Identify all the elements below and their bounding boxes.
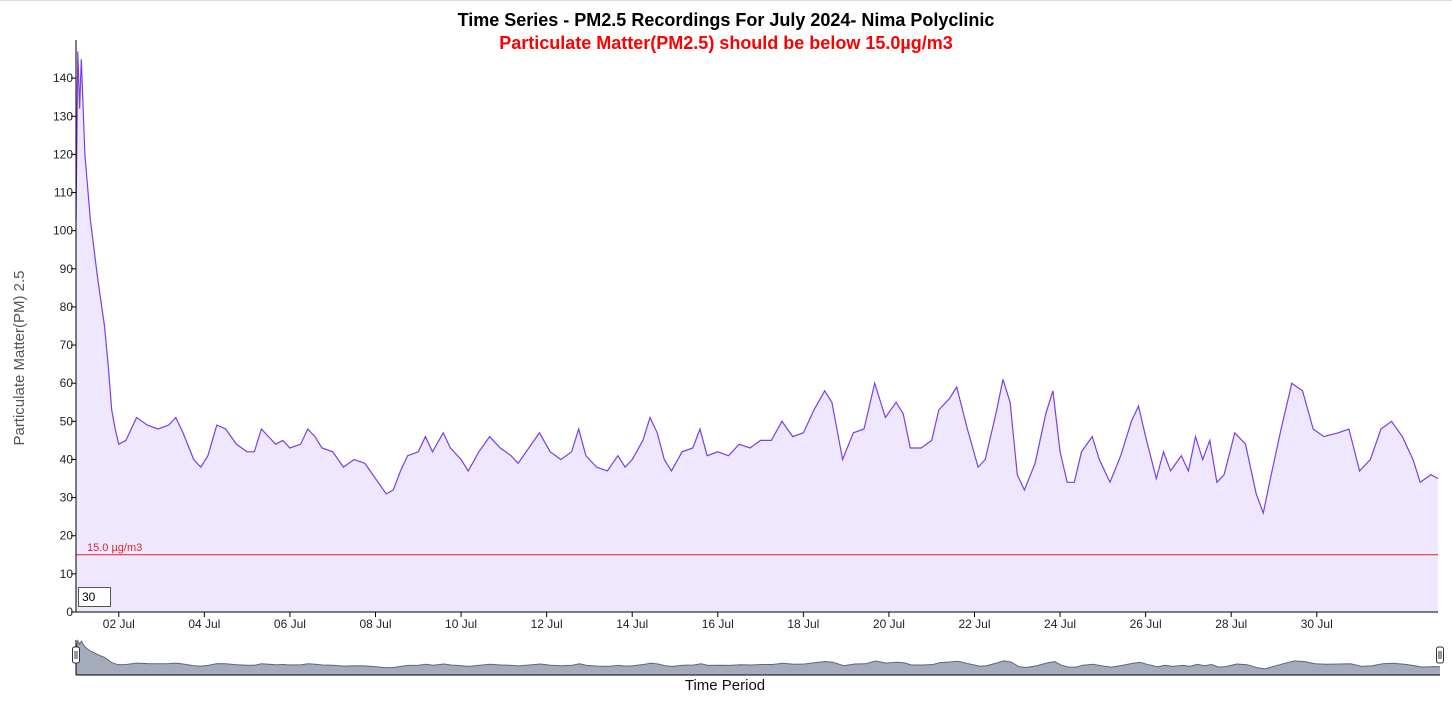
x-tick-label: 04 Jul — [188, 617, 220, 631]
x-tick-label: 26 Jul — [1130, 617, 1162, 631]
y-axis-label: Particulate Matter(PM) 2.5 — [11, 270, 28, 445]
y-tick-label: 0 — [66, 605, 73, 619]
series-line — [75, 51, 1439, 516]
y-tick-label: 90 — [60, 262, 74, 276]
x-tick-label: 18 Jul — [787, 617, 819, 631]
y-tick-label: 140 — [53, 71, 73, 85]
y-tick-label: 80 — [60, 300, 74, 314]
top-border — [0, 0, 1452, 1]
rolling-period-input[interactable]: 30 — [78, 587, 111, 607]
brush-navigator[interactable] — [72, 639, 1444, 676]
y-tick-label: 110 — [54, 186, 73, 200]
x-axis-label: Time Period — [685, 677, 765, 694]
y-tick-label: 120 — [53, 147, 73, 161]
x-tick-label: 06 Jul — [274, 617, 306, 631]
x-tick-label: 08 Jul — [359, 617, 391, 631]
brush-line — [75, 639, 1441, 670]
x-tick-label: 24 Jul — [1044, 617, 1076, 631]
x-tick-label: 30 Jul — [1301, 617, 1333, 631]
x-tick-label: 20 Jul — [873, 617, 905, 631]
x-axis: 02 Jul 04 Jul 06 Jul 08 Jul 10 Jul 12 Jul 14 J… — [76, 611, 1438, 631]
y-tick-label: 10 — [60, 567, 74, 581]
x-tick-label: 22 Jul — [958, 617, 990, 631]
y-tick-label: 60 — [60, 376, 74, 390]
plot-area: 15.0 µg/m3 — [75, 51, 1439, 612]
x-tick-label: 10 Jul — [445, 617, 477, 631]
threshold-label: 15.0 µg/m3 — [87, 542, 142, 554]
x-tick-label: 14 Jul — [616, 617, 648, 631]
y-tick-label: 50 — [60, 414, 74, 428]
y-tick-label: 40 — [60, 452, 74, 466]
y-tick-label: 30 — [60, 491, 74, 505]
brush-area — [76, 640, 1440, 675]
y-axis: 0 10 20 30 40 50 60 70 80 90 100 110 120 130 140 — [53, 40, 77, 619]
y-tick-label: 20 — [60, 529, 74, 543]
y-tick-label: 130 — [53, 109, 73, 123]
brush-handle-body[interactable] — [72, 646, 80, 664]
chart-title: Time Series - PM2.5 Recordings For July … — [457, 10, 995, 30]
brush-handle-left[interactable] — [72, 646, 80, 664]
series-area — [76, 51, 1438, 612]
y-tick-label: 100 — [53, 224, 73, 238]
brush-handle-right[interactable] — [1436, 646, 1444, 664]
x-tick-label: 16 Jul — [702, 617, 734, 631]
y-tick-label: 70 — [60, 338, 74, 352]
x-tick-label: 02 Jul — [103, 617, 135, 631]
chart-subtitle: Particulate Matter(PM2.5) should be belo… — [499, 33, 953, 53]
x-tick-label: 12 Jul — [531, 617, 563, 631]
brush-handle-body[interactable] — [1436, 646, 1444, 664]
x-tick-label: 28 Jul — [1215, 617, 1247, 631]
